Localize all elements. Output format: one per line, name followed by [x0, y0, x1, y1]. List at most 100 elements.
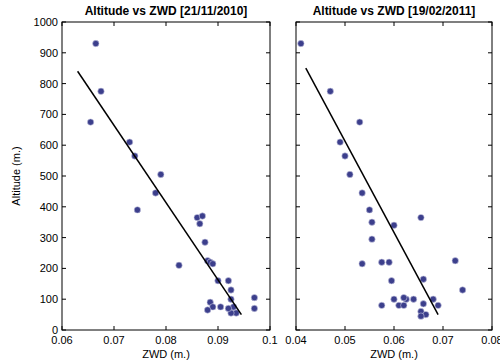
tick-mark: [488, 83, 492, 84]
axis-label: ZWD (m.): [370, 348, 418, 360]
tick-mark: [218, 326, 219, 330]
point: [369, 219, 375, 225]
tick-mark: [296, 22, 297, 26]
tick-mark: [488, 206, 492, 207]
tick-mark: [62, 22, 66, 23]
trend-line: [78, 71, 242, 314]
tick-label: 0.04: [285, 334, 306, 346]
panel: 0.060.070.080.090.1010020030040050060070…: [10, 4, 278, 360]
tick-label: 1000: [34, 16, 58, 28]
tick-mark: [62, 268, 66, 269]
tick-mark: [62, 52, 66, 53]
point: [410, 296, 416, 302]
point: [197, 221, 203, 227]
tick-mark: [62, 326, 63, 330]
tick-label: 0.07: [103, 334, 124, 346]
point: [98, 88, 104, 94]
tick-label: 300: [40, 232, 58, 244]
tick-mark: [266, 176, 270, 177]
tick-mark: [345, 326, 346, 330]
point: [210, 261, 216, 267]
point: [459, 287, 465, 293]
point: [452, 258, 458, 264]
tick-mark: [296, 330, 300, 331]
tick-mark: [296, 299, 300, 300]
tick-mark: [296, 83, 300, 84]
tick-mark: [266, 237, 270, 238]
tick-mark: [266, 83, 270, 84]
point: [217, 304, 223, 310]
point: [379, 259, 385, 265]
point: [176, 262, 182, 268]
tick-mark: [266, 330, 270, 331]
tick-mark: [394, 326, 395, 330]
tick-label: 600: [40, 139, 58, 151]
tick-mark: [62, 206, 66, 207]
tick-mark: [218, 22, 219, 26]
figure: 0.060.070.080.090.1010020030040050060070…: [0, 0, 500, 360]
point: [347, 171, 353, 177]
title: Altitude vs ZWD [19/02/2011]: [313, 4, 476, 18]
tick-mark: [488, 299, 492, 300]
tick-mark: [296, 52, 300, 53]
point: [379, 302, 385, 308]
tick-label: 900: [40, 47, 58, 59]
tick-mark: [62, 176, 66, 177]
tick-mark: [296, 114, 300, 115]
axis-label: ZWD (m.): [142, 348, 190, 360]
plot-frame: [62, 22, 270, 330]
tick-mark: [296, 237, 300, 238]
tick-label: 0.1: [262, 334, 277, 346]
tick-mark: [62, 83, 66, 84]
point: [228, 287, 234, 293]
point: [418, 313, 424, 319]
tick-mark: [266, 22, 270, 23]
point: [158, 171, 164, 177]
tick-mark: [296, 145, 300, 146]
tick-mark: [488, 268, 492, 269]
point: [199, 213, 205, 219]
tick-label: 700: [40, 108, 58, 120]
tick-mark: [492, 22, 493, 26]
point: [342, 153, 348, 159]
tick-mark: [488, 176, 492, 177]
point: [388, 278, 394, 284]
tick-mark: [166, 22, 167, 26]
tick-label: 0.09: [207, 334, 228, 346]
tick-mark: [62, 299, 66, 300]
tick-label: 0.05: [334, 334, 355, 346]
tick-mark: [114, 326, 115, 330]
point: [386, 259, 392, 265]
panel: 0.040.050.060.070.08Altitude vs ZWD [19/…: [285, 4, 500, 360]
tick-mark: [488, 114, 492, 115]
tick-label: 0.06: [383, 334, 404, 346]
title: Altitude vs ZWD [21/11/2010]: [85, 4, 248, 18]
point: [357, 119, 363, 125]
tick-mark: [443, 22, 444, 26]
point: [337, 139, 343, 145]
marks: [78, 40, 258, 316]
tick-mark: [296, 22, 300, 23]
tick-mark: [266, 145, 270, 146]
trend-line: [306, 68, 438, 314]
tick-mark: [266, 114, 270, 115]
tick-mark: [488, 145, 492, 146]
tick-label: 0.07: [432, 334, 453, 346]
tick-mark: [266, 52, 270, 53]
tick-mark: [296, 268, 300, 269]
point: [401, 302, 407, 308]
tick-mark: [266, 268, 270, 269]
point: [359, 261, 365, 267]
point: [420, 301, 426, 307]
tick-label: 0.08: [155, 334, 176, 346]
tick-mark: [296, 326, 297, 330]
point: [251, 305, 257, 311]
point: [93, 40, 99, 46]
point: [369, 236, 375, 242]
tick-mark: [166, 326, 167, 330]
tick-mark: [345, 22, 346, 26]
point: [418, 214, 424, 220]
tick-mark: [270, 22, 271, 26]
point: [134, 207, 140, 213]
point: [204, 307, 210, 313]
